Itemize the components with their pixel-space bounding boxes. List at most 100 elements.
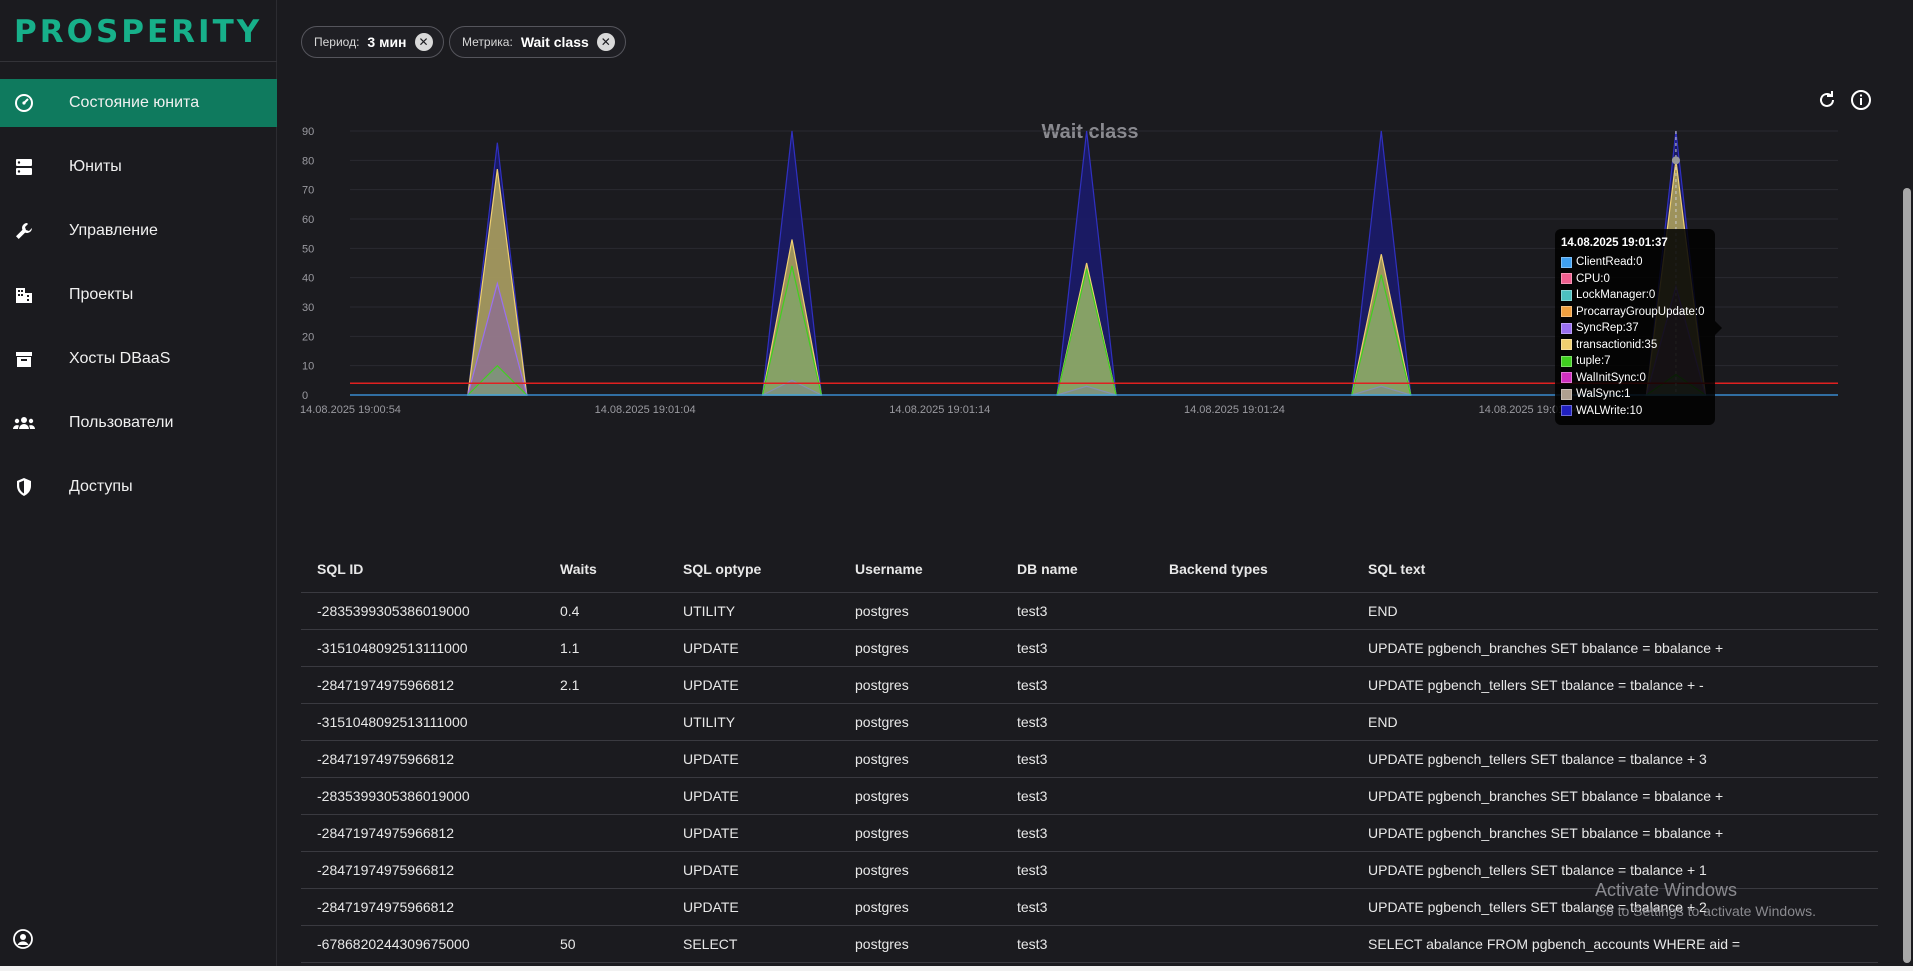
cell-sql-text: UPDATE pgbench_branches SET bbalance = b… <box>1368 825 1724 841</box>
wrench-icon <box>12 219 36 243</box>
cell-sql-optype: UPDATE <box>683 862 739 878</box>
tooltip-separator: : <box>1641 338 1645 351</box>
column-header-username[interactable]: Username <box>855 560 923 577</box>
close-icon[interactable]: ✕ <box>414 33 433 51</box>
cell-sql-id: -2835399305386019000 <box>317 603 470 619</box>
cell-sql-optype: UPDATE <box>683 751 739 767</box>
x-tick-label: 14.08.2025 19:01:24 <box>1184 404 1285 416</box>
legend-swatch <box>1561 388 1572 400</box>
sidebar-item-units[interactable]: Юниты <box>0 143 277 191</box>
cell-username: postgres <box>855 677 909 693</box>
tooltip-series-name: WALWrite <box>1576 404 1627 417</box>
column-header-sql-optype[interactable]: SQL optype <box>683 560 762 577</box>
cell-username: postgres <box>855 825 909 841</box>
tooltip-row: SyncRep: 37 <box>1561 320 1709 337</box>
x-tick-label: 14.08.2025 19:01:14 <box>889 404 990 416</box>
table-row[interactable]: -28471974975966812 UPDATE postgres test3 UPD… <box>301 741 1878 778</box>
tooltip-separator: : <box>1645 289 1649 302</box>
sidebar-item-dbaas-hosts[interactable]: Хосты DBaaS <box>0 335 277 383</box>
chart-title: Wait class <box>1041 121 1138 143</box>
tooltip-series-name: ClientRead <box>1576 256 1633 269</box>
cell-db-name: test3 <box>1017 640 1048 656</box>
close-icon[interactable]: ✕ <box>596 33 615 51</box>
sidebar-item-access[interactable]: Доступы <box>0 463 277 511</box>
table-row[interactable]: -3151048092513111000 1.1 UPDATE postgres tes… <box>301 630 1878 667</box>
tooltip-separator: : <box>1622 322 1626 335</box>
cell-sql-optype: SELECT <box>683 936 738 952</box>
buildings-icon <box>12 283 36 307</box>
cell-sql-text: UPDATE pgbench_tellers SET tbalance = tb… <box>1368 899 1707 915</box>
user-circle-icon[interactable] <box>12 928 36 952</box>
column-header-db-name[interactable]: DB name <box>1017 560 1078 577</box>
cell-sql-optype: UPDATE <box>683 899 739 915</box>
tooltip-series-name: LockManager <box>1576 289 1646 302</box>
tooltip-separator: : <box>1636 371 1640 384</box>
filter-chip-metric[interactable]: Метрика: Wait class ✕ <box>449 26 626 58</box>
tooltip-series-name: WalSync <box>1576 388 1621 401</box>
table-row[interactable]: -28471974975966812 UPDATE postgres test3 UPD… <box>301 889 1878 926</box>
window-bottom-border <box>0 966 1913 971</box>
sidebar-item-users[interactable]: Пользователи <box>0 399 277 447</box>
cell-sql-optype: UPDATE <box>683 677 739 693</box>
cell-waits: 2.1 <box>560 677 580 693</box>
tooltip-separator: : <box>1600 355 1605 368</box>
cell-sql-text: UPDATE pgbench_tellers SET tbalance = tb… <box>1368 677 1704 693</box>
column-header-waits[interactable]: Waits <box>560 560 597 577</box>
tooltip-series-name: transactionid <box>1576 338 1642 351</box>
cell-db-name: test3 <box>1017 788 1048 804</box>
y-tick-label: 70 <box>302 185 314 197</box>
sidebar-item-projects[interactable]: Проекты <box>0 271 277 319</box>
info-icon[interactable] <box>1849 88 1873 112</box>
filter-chip-value: 3 мин <box>367 34 407 50</box>
y-tick-label: 10 <box>302 361 314 373</box>
table-row[interactable]: -6786820244309675000 50 SELECT postgres test… <box>301 926 1878 963</box>
column-header-sql-id[interactable]: SQL ID <box>317 560 364 577</box>
tooltip-row: WALWrite: 10 <box>1561 403 1709 420</box>
tooltip-series-value: 0 <box>1639 371 1646 384</box>
cell-sql-id: -28471974975966812 <box>317 862 455 878</box>
y-tick-label: 0 <box>302 390 308 402</box>
tooltip-row: tuple: 7 <box>1561 353 1709 370</box>
cell-username: postgres <box>855 899 909 915</box>
table-row[interactable]: -2835399305386019000 UPDATE postgres test3 U… <box>301 778 1878 815</box>
sidebar-item-label: Доступы <box>69 478 133 495</box>
column-header-sql-text[interactable]: SQL text <box>1368 560 1426 577</box>
cell-username: postgres <box>855 788 909 804</box>
cell-db-name: test3 <box>1017 714 1048 730</box>
cell-db-name: test3 <box>1017 899 1048 915</box>
cell-sql-id: -28471974975966812 <box>317 751 455 767</box>
refresh-icon[interactable] <box>1815 88 1839 112</box>
tooltip-series-value: 0 <box>1636 256 1643 269</box>
sidebar-item-label: Проекты <box>69 286 134 303</box>
cell-sql-text: SELECT abalance FROM pgbench_accounts WH… <box>1368 936 1741 952</box>
filter-chip-period[interactable]: Период: 3 мин ✕ <box>301 26 444 58</box>
x-tick-label: 14.08.2025 19:01:04 <box>595 404 696 416</box>
tooltip-series-name: CPU <box>1576 272 1601 285</box>
scrollbar-thumb[interactable] <box>1903 188 1911 963</box>
table-row[interactable]: -28471974975966812 UPDATE postgres test3 UPD… <box>301 852 1878 889</box>
legend-swatch <box>1561 289 1572 301</box>
tooltip-row: transactionid: 35 <box>1561 337 1709 354</box>
table-row[interactable]: -3151048092513111000 UTILITY postgres test3… <box>301 704 1878 741</box>
table-row[interactable]: -28471974975966812 UPDATE postgres test3 UPD… <box>301 815 1878 852</box>
speedometer-icon <box>12 91 36 115</box>
tooltip-separator: : <box>1632 256 1637 269</box>
tooltip-separator: : <box>1626 404 1630 417</box>
table-row[interactable]: -2835399305386019000 0.4 UTILITY postgres te… <box>301 593 1878 630</box>
cell-sql-text: END <box>1368 603 1398 619</box>
shield-icon <box>12 475 36 499</box>
tooltip-series-value: 7 <box>1604 355 1611 368</box>
sidebar-item-management[interactable]: Управление <box>0 207 277 255</box>
cell-username: postgres <box>855 862 909 878</box>
column-header-backend-types[interactable]: Backend types <box>1169 560 1268 577</box>
chart-areas <box>466 130 1708 396</box>
x-tick-label: 14.08.2025 19:00:54 <box>300 404 401 416</box>
sidebar-item-unit-state[interactable]: Состояние юнита <box>0 79 277 127</box>
tooltip-series-name: SyncRep <box>1576 322 1623 335</box>
prosperity-logo[interactable]: PROSPERITY <box>14 14 263 50</box>
sidebar: PROSPERITY Состояние юнита Юниты Управле… <box>0 0 277 971</box>
cell-username: postgres <box>855 936 909 952</box>
cell-waits: 1.1 <box>560 640 580 656</box>
cell-sql-optype: UPDATE <box>683 788 739 804</box>
table-row[interactable]: -28471974975966812 2.1 UPDATE postgres test3… <box>301 667 1878 704</box>
